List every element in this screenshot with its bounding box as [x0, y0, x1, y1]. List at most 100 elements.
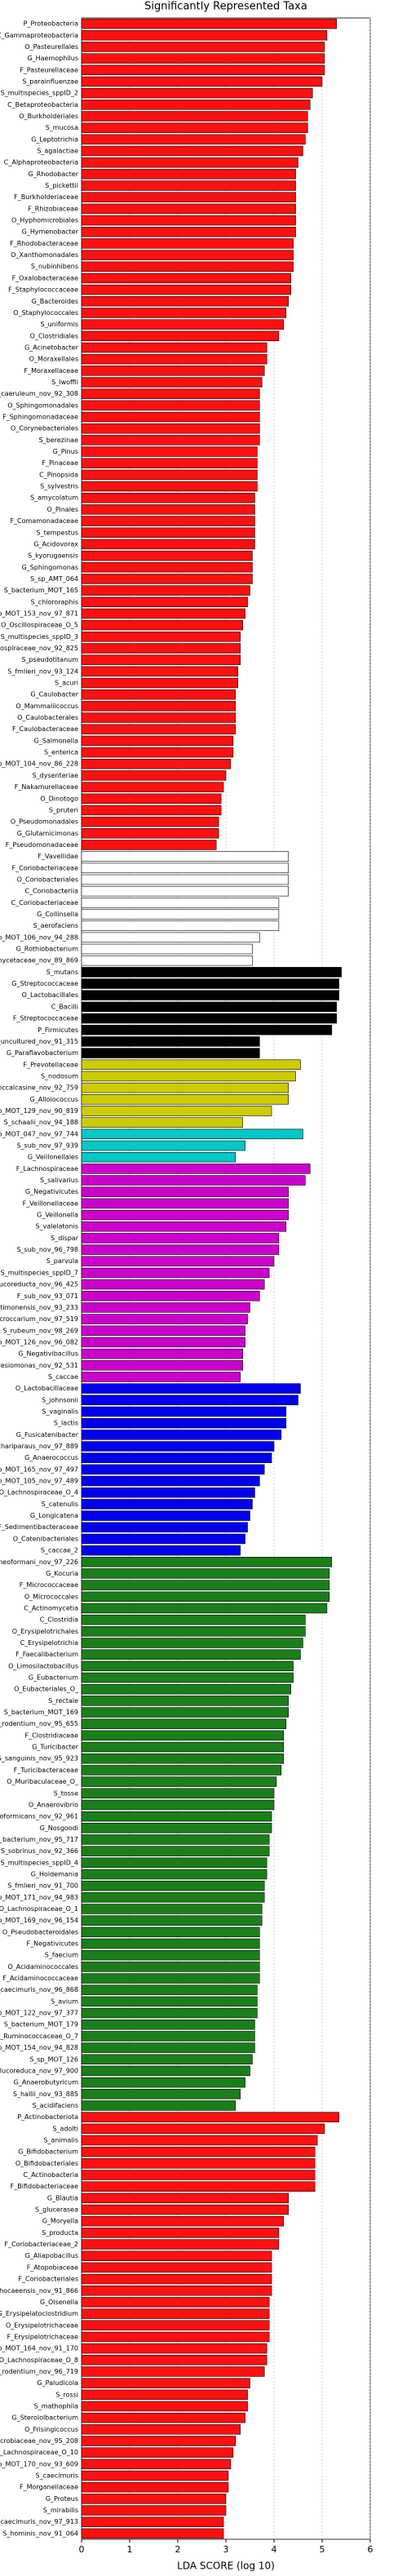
- y-tick-label: O_Erysipelotrichales: [12, 1628, 78, 1635]
- y-tick-label: O_Corynebacteriales: [11, 425, 78, 432]
- y-tick-label: O_Catenibacteriales: [13, 1535, 78, 1542]
- bar: [81, 366, 265, 376]
- bar: [81, 909, 280, 920]
- bar: [81, 64, 325, 76]
- bar: [81, 1233, 280, 1244]
- y-tick-label: S_enterica: [44, 749, 78, 756]
- bar: [81, 874, 289, 885]
- bar: [81, 1464, 265, 1475]
- y-tick-label: S_hallii_nov_93_885: [13, 2091, 78, 2098]
- bar: [81, 1164, 311, 1174]
- y-tick-label: G_Anaerobutyricum: [14, 2079, 79, 2086]
- bar: [81, 793, 222, 805]
- y-tick-label: G_Collinsella: [37, 911, 78, 918]
- bar: [81, 1337, 245, 1348]
- bar: [81, 2401, 248, 2412]
- bar: [81, 1406, 287, 1417]
- y-tick-label: F_Moraxellaceae: [24, 367, 79, 375]
- y-tick-label: O_Lactobacillaceae: [15, 1385, 78, 1392]
- bar: [81, 770, 227, 781]
- bar: [81, 2331, 270, 2343]
- y-tick-label: S_bacterium_MOT_179: [4, 2021, 78, 2028]
- bar: [81, 1452, 272, 1463]
- y-tick-label: G_Longicatena: [30, 1512, 78, 1519]
- bar: [81, 1788, 275, 1799]
- bar: [81, 2320, 270, 2331]
- y-tick-label: S_caccae_2: [41, 1547, 78, 1554]
- bar: [81, 1718, 287, 1729]
- bar: [81, 1221, 287, 1232]
- y-tick-label: G_Acidovorax: [33, 540, 78, 548]
- y-tick-label: G_Hymenobacter: [22, 228, 79, 236]
- y-tick-label: S_dysenteriae: [33, 772, 79, 779]
- bar: [81, 134, 306, 145]
- y-tick-label: G_Acinetobacter: [24, 344, 79, 351]
- bar: [81, 2528, 224, 2539]
- bar: [81, 1302, 250, 1313]
- bar: [81, 2089, 241, 2099]
- bar: [81, 2031, 255, 2042]
- y-tick-label: sp_MOT_129_nov_90_819: [0, 1107, 78, 1115]
- y-tick-label: S_agalactiae: [37, 148, 78, 155]
- bar: [81, 782, 224, 792]
- bar: [81, 2355, 267, 2365]
- y-tick-label: F_Veillonellaceae: [23, 1199, 79, 1207]
- bar: [81, 308, 287, 318]
- y-tick-label: O_Dinotogo: [40, 795, 78, 802]
- y-tick-label: S_avium: [51, 1997, 78, 2005]
- bar: [81, 735, 234, 747]
- y-tick-label: O_Anaerovibrio: [29, 1801, 78, 1808]
- y-tick-label: S_tempestus: [37, 529, 78, 536]
- bar: [81, 377, 263, 388]
- y-tick-label: S_sp_MOT_126: [29, 2055, 78, 2063]
- y-tick-label: F_Pseudomonadaceae: [6, 841, 78, 849]
- bar: [81, 2192, 289, 2204]
- y-tick-label: S_lactis: [54, 1420, 78, 1427]
- bar: [81, 2262, 272, 2273]
- bar: [81, 261, 294, 273]
- bar: [81, 2366, 265, 2377]
- y-tick-label: F_Staphylococcaceae: [8, 286, 78, 294]
- x-axis-label: LDA SCORE (log 10): [177, 2560, 275, 2572]
- y-tick-label: G_Glutamicimonas: [17, 830, 78, 837]
- bar: [81, 1522, 248, 1533]
- y-tick-label: G_Haemophilus: [27, 55, 78, 62]
- y-tick-label: O_Pseudobacteroidales: [2, 1928, 78, 1935]
- y-tick-label: S_fmlieri_nov_91_700: [7, 1882, 78, 1890]
- bar: [81, 1557, 333, 1567]
- y-tick-label: sp_MOT_170_nov_93_609: [0, 2460, 78, 2467]
- y-tick-label: S_phocaeensis_nov_91_866: [0, 2287, 78, 2294]
- y-tick-label: S_caeruleum_nov_92_308: [0, 390, 78, 397]
- bar: [81, 2077, 245, 2088]
- bar: [81, 1799, 275, 1811]
- y-tick-label: C_Coriobacteriaceae: [11, 899, 79, 907]
- bar: [81, 1904, 263, 1914]
- bar: [81, 2285, 272, 2296]
- bar: [81, 747, 234, 758]
- y-tick-label: S_hominis_nov_91_064: [2, 2529, 78, 2537]
- bar: [81, 481, 258, 492]
- y-tick-label: O_Burkholderiales: [19, 113, 78, 120]
- y-tick-label: C_Coriobacteriia: [24, 888, 78, 895]
- y-tick-label: P_Proteobacteria: [24, 20, 78, 28]
- bar: [81, 574, 253, 584]
- bar: [81, 30, 328, 41]
- bar: [81, 920, 280, 931]
- y-tick-label: F_Oxalobacteraceae: [12, 274, 79, 282]
- y-tick-label: O_Xanthomonadales: [11, 251, 78, 259]
- y-tick-label: S_glucerasea: [35, 2206, 78, 2214]
- y-tick-label: S_rectale: [48, 1697, 78, 1705]
- y-tick-label: G_Aliapobacillus: [25, 2252, 78, 2259]
- y-tick-label: F_Erysipelotrichaceae: [7, 2333, 78, 2340]
- y-tick-label: F_Acidaminococcaceae: [2, 1975, 78, 1982]
- bar: [81, 42, 325, 52]
- y-tick-label: S_sobrinus_nov_92_366: [1, 1847, 78, 1855]
- bar: [81, 1846, 270, 1856]
- x-tick-label: 4: [272, 2544, 277, 2555]
- bar: [81, 2204, 289, 2215]
- bar: [81, 2516, 224, 2527]
- x-tick-label: 1: [127, 2544, 133, 2555]
- bar: [81, 1071, 296, 1082]
- bar: [81, 2007, 258, 2019]
- y-tick-label: O_Bifidobacteriales: [15, 2160, 78, 2167]
